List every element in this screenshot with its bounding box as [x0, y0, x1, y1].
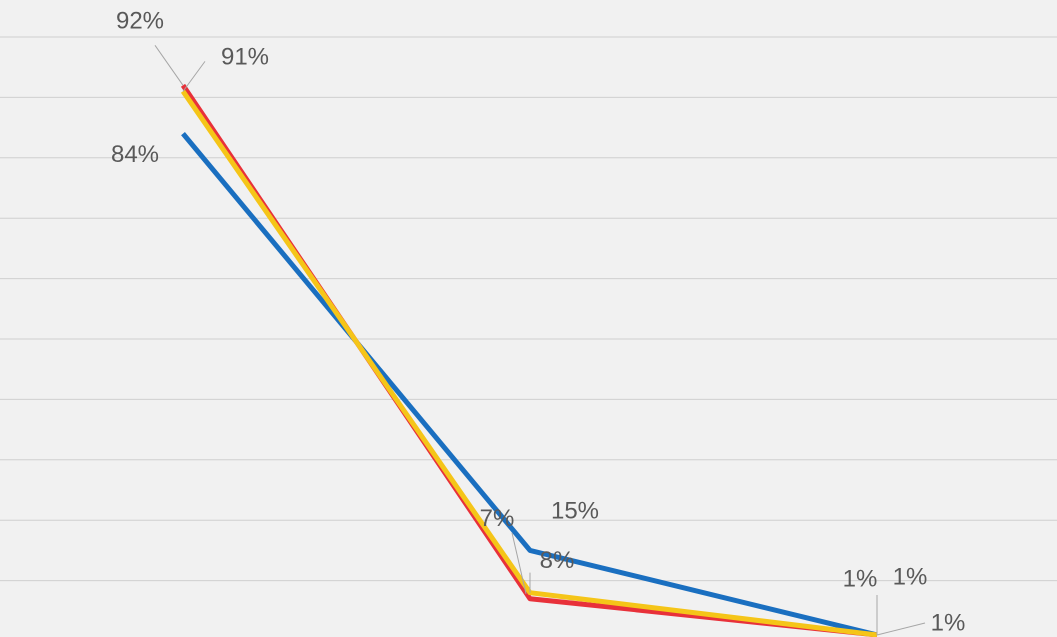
data-label: 84%: [111, 141, 159, 168]
leader-line: [182, 61, 206, 92]
data-label: 1%: [931, 609, 966, 636]
data-label: 92%: [116, 8, 164, 35]
data-label: 1%: [893, 563, 928, 590]
data-label: 7%: [480, 505, 515, 532]
leader-line: [876, 622, 926, 636]
data-label: 1%: [843, 565, 878, 592]
leader-line: [154, 45, 184, 86]
leader-line: [511, 532, 527, 594]
data-label: 8%: [540, 547, 575, 574]
series-line: [181, 132, 878, 637]
data-label: 91%: [221, 44, 269, 71]
data-label: 15%: [551, 498, 599, 525]
